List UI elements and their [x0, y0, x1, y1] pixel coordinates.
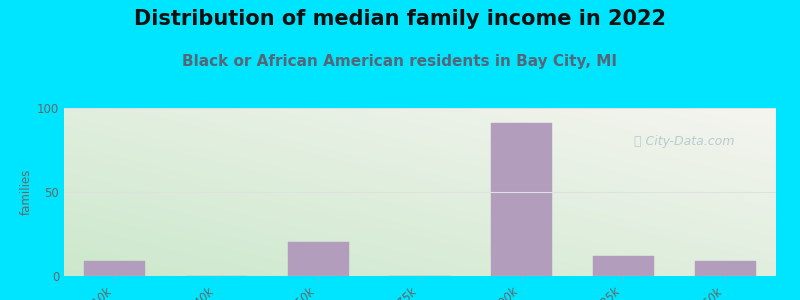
Bar [694, 261, 756, 276]
Bar [84, 261, 146, 276]
Text: Distribution of median family income in 2022: Distribution of median family income in … [134, 9, 666, 29]
Y-axis label: families: families [20, 169, 33, 215]
Bar [593, 256, 654, 276]
Bar [491, 123, 552, 276]
Text: ⓘ City-Data.com: ⓘ City-Data.com [634, 135, 734, 148]
Bar [288, 242, 349, 276]
Text: Black or African American residents in Bay City, MI: Black or African American residents in B… [182, 54, 618, 69]
